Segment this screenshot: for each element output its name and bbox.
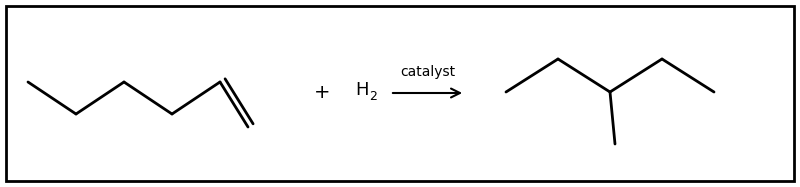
- Text: H: H: [355, 81, 369, 99]
- Text: catalyst: catalyst: [400, 65, 455, 79]
- Text: 2: 2: [369, 90, 377, 102]
- Text: +: +: [314, 82, 330, 102]
